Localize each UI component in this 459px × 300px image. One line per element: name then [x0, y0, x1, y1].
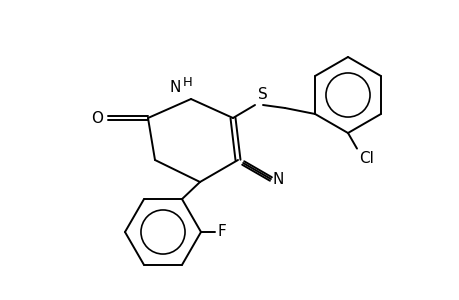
Text: N: N: [272, 172, 284, 187]
Text: O: O: [91, 110, 103, 125]
Text: H: H: [183, 76, 192, 89]
Text: Cl: Cl: [358, 151, 373, 166]
Text: S: S: [257, 87, 267, 102]
Text: N: N: [169, 80, 180, 95]
Text: F: F: [218, 224, 226, 239]
